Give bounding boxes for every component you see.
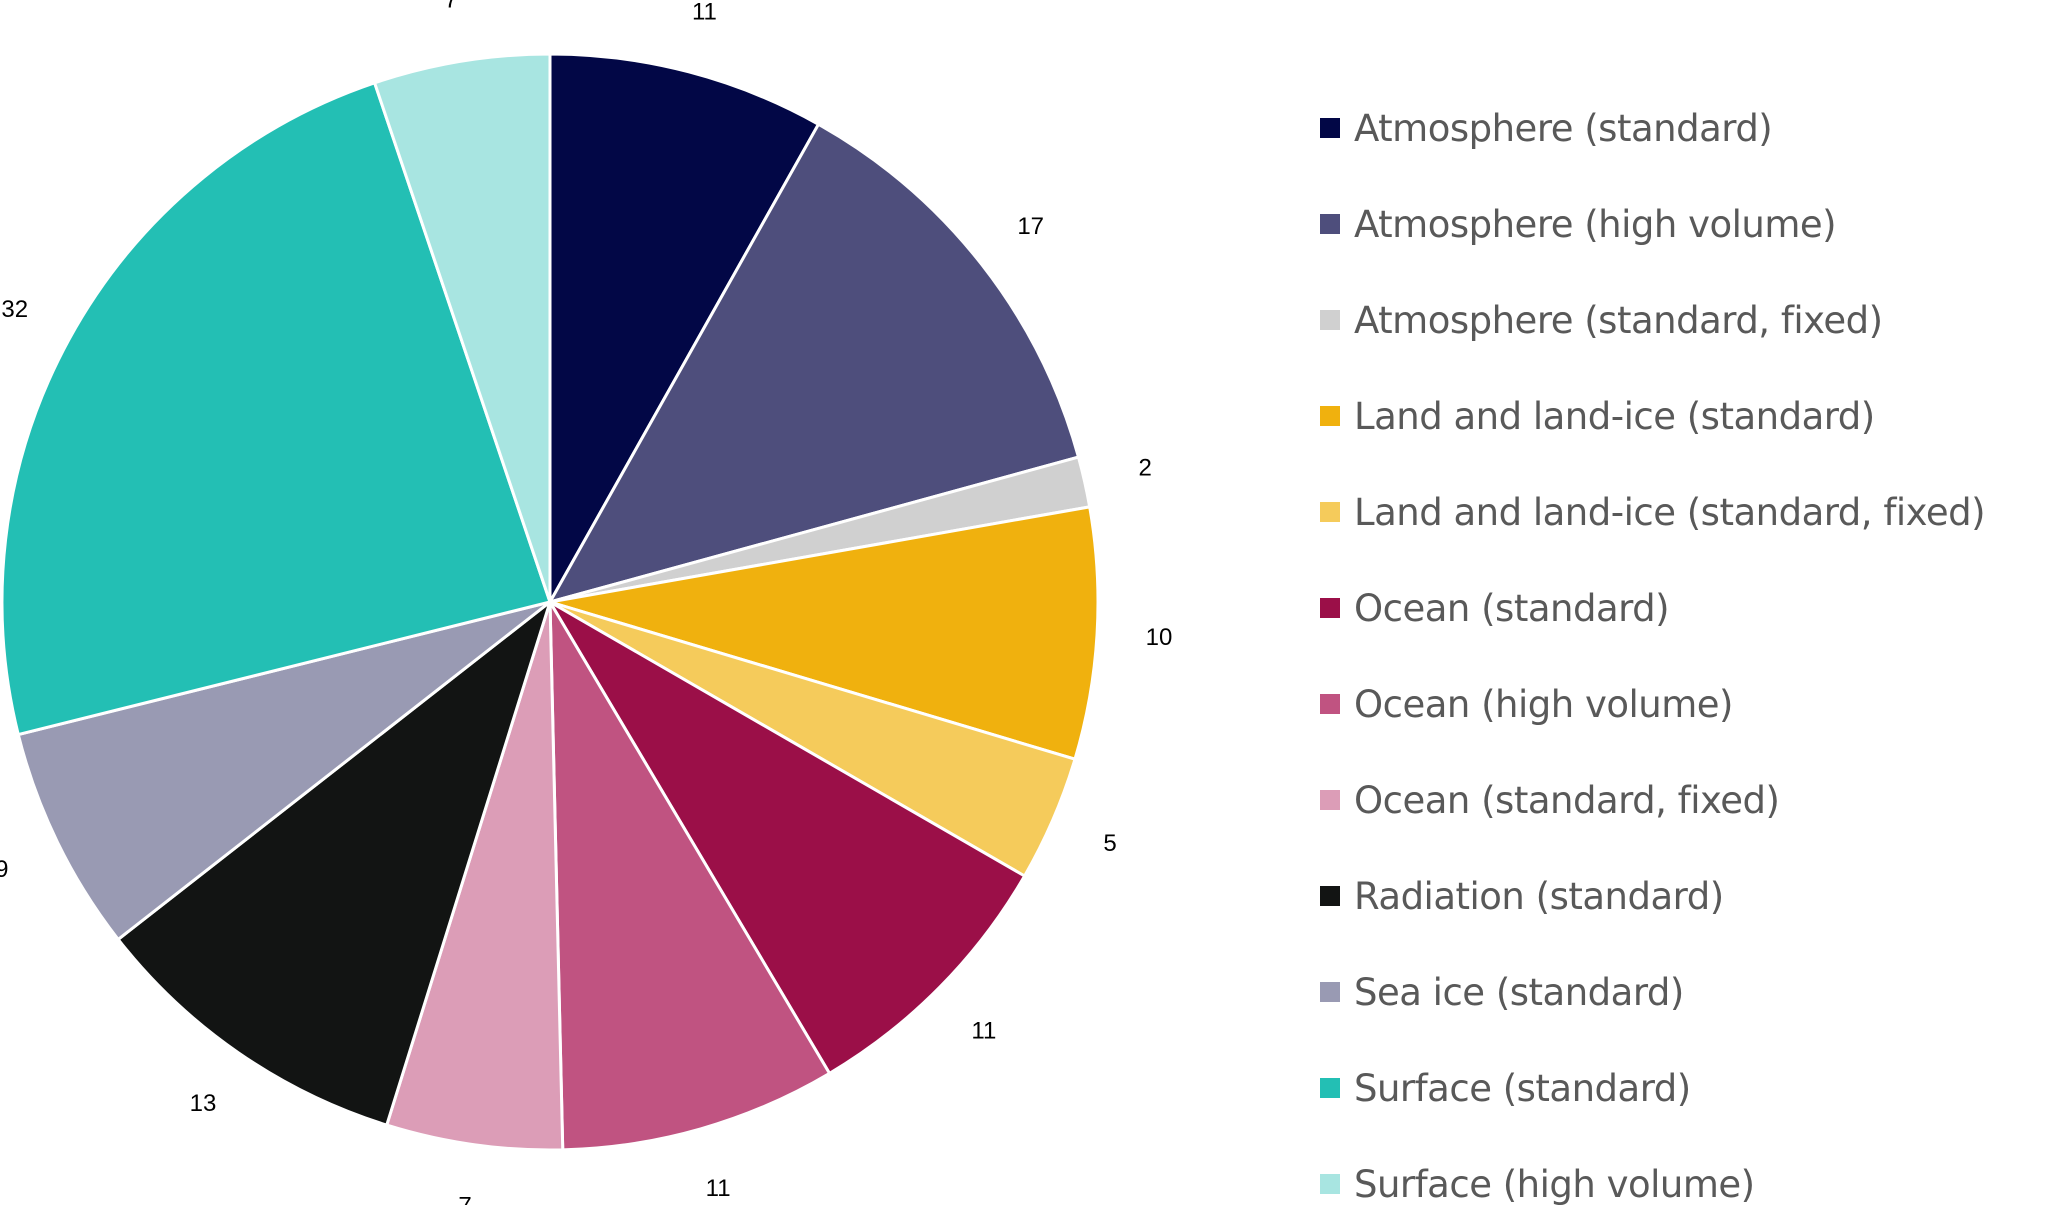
legend-item: Radiation (standard) [1320,848,2060,944]
pie-slice [548,596,832,1152]
slice-value-label: 9 [0,856,8,883]
legend-label: Surface (standard) [1354,1066,1691,1110]
legend-swatch [1320,310,1340,330]
pie-data-labels: 11 17 2 10 5 11 11 7 13 9 32 7 [0,0,1172,1205]
legend-swatch [1320,214,1340,234]
legend-label: Sea ice (standard) [1354,970,1684,1014]
legend-item: Atmosphere (standard) [1320,80,2060,176]
slice-value-label: 5 [1103,830,1116,857]
legend-item: Surface (standard) [1320,1040,2060,1136]
legend-item: Ocean (standard, fixed) [1320,752,2060,848]
legend-item: Atmosphere (standard, fixed) [1320,272,2060,368]
legend-swatch [1320,1174,1340,1194]
legend-item: Land and land-ice (standard, fixed) [1320,464,2060,560]
legend-swatch [1320,982,1340,1002]
pie-chart: 11 17 2 10 5 11 11 7 13 9 32 7 Atmosphere (standard… [0,0,1986,1206]
pie-slice [546,122,1081,605]
slice-value-label: 7 [458,1193,471,1205]
legend-swatch [1320,790,1340,810]
legend-label: Surface (high volume) [1354,1162,1755,1206]
pie-slice [16,600,551,942]
pie-chart-plot: 11 17 2 10 5 11 11 7 13 9 32 7 [0,0,1172,1205]
slice-value-label: 2 [1138,455,1151,482]
legend-label: Ocean (high volume) [1354,682,1733,726]
legend-label: Land and land-ice (standard, fixed) [1354,490,1986,534]
slice-value-label: 7 [444,0,457,14]
legend-label: Land and land-ice (standard) [1354,394,1875,438]
pie-slice [548,52,821,608]
legend-label: Atmosphere (standard) [1354,106,1773,150]
pie-slice [0,80,552,737]
slice-value-label: 11 [706,1175,731,1202]
legend-item: Sea ice (standard) [1320,944,2060,1040]
chart-legend: Atmosphere (standard) Atmosphere (high vo… [1320,80,2060,1232]
legend-swatch [1320,118,1340,138]
legend-swatch [1320,598,1340,618]
slice-value-label: 11 [692,0,717,25]
slice-value-label: 13 [190,1090,217,1117]
legend-label: Radiation (standard) [1354,874,1724,918]
pie-slice [545,597,1027,1076]
legend-swatch [1320,406,1340,426]
legend-label: Ocean (standard, fixed) [1354,778,1780,822]
legend-label: Atmosphere (high volume) [1354,202,1837,246]
legend-swatch [1320,886,1340,906]
slice-value-label: 11 [971,1017,996,1044]
legend-item: Land and land-ice (standard) [1320,368,2060,464]
pie-slice [549,505,1100,762]
legend-swatch [1320,694,1340,714]
legend-swatch [1320,502,1340,522]
pie-slice [116,597,553,1127]
slice-value-label: 10 [1146,624,1173,651]
legend-label: Ocean (standard) [1354,586,1670,630]
legend-item: Atmosphere (high volume) [1320,176,2060,272]
legend-item: Ocean (high volume) [1320,656,2060,752]
legend-item: Surface (high volume) [1320,1136,2060,1232]
slice-value-label: 32 [1,296,28,323]
legend-label: Atmosphere (standard, fixed) [1354,298,1883,342]
legend-swatch [1320,1078,1340,1098]
pie-slices [0,52,1100,1152]
legend-item: Ocean (standard) [1320,560,2060,656]
pie-slice [384,601,565,1152]
pie-slice [372,52,552,603]
slice-value-label: 17 [1017,213,1044,240]
